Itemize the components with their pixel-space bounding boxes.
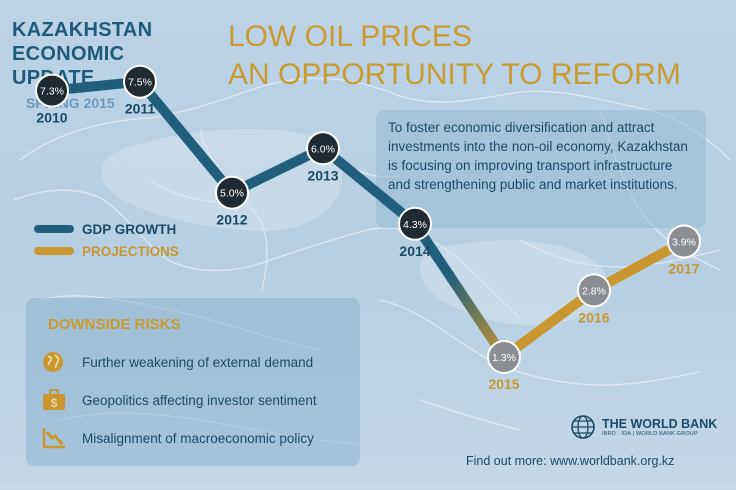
projection-data-point <box>577 273 611 308</box>
transition-line-segment <box>410 218 509 362</box>
x-tick-label: 2011 <box>125 101 156 117</box>
risk-item: $ Geopolitics affecting investor sentime… <box>40 388 317 412</box>
x-tick-label: 2014 <box>399 243 430 259</box>
info-box: To foster economic diversification and a… <box>376 110 706 228</box>
x-tick-label: 2017 <box>668 261 699 277</box>
legend-label-gdp-growth: GDP GROWTH <box>82 221 177 237</box>
projection-data-point <box>487 339 521 374</box>
downside-risks-title: DOWNSIDE RISKS <box>48 316 181 333</box>
risk-label: Misalignment of macroeconomic policy <box>82 430 314 446</box>
risk-label: Geopolitics affecting investor sentiment <box>82 392 317 408</box>
data-label: 1.3% <box>492 352 516 364</box>
chart-legend: GDP GROWTH PROJECTIONS <box>34 218 179 262</box>
headline-line2: AN OPPORTUNITY TO REFORM <box>228 58 681 91</box>
gdp-data-point <box>123 64 157 99</box>
legend-item-gdp-growth: GDP GROWTH <box>34 218 179 240</box>
find-out-more-link[interactable]: Find out more: www.worldbank.org.kz <box>466 454 675 468</box>
legend-item-projections: PROJECTIONS <box>34 240 179 262</box>
info-text: To foster economic diversification and a… <box>388 120 688 192</box>
data-label: 6.0% <box>311 143 335 155</box>
downside-risks-panel: DOWNSIDE RISKS Further weakening of exte… <box>26 298 360 466</box>
report-title-line2: ECONOMIC <box>12 43 125 65</box>
gdp-data-point <box>398 206 432 241</box>
x-tick-label: 2013 <box>307 167 338 183</box>
gdp-data-point <box>35 73 69 108</box>
headline-line1: LOW OIL PRICES <box>228 20 472 53</box>
gdp-growth-line-segment <box>318 143 420 229</box>
risk-item: Further weakening of external demand <box>40 350 313 374</box>
gdp-data-point <box>215 175 249 210</box>
report-title-line1: KAZAKHSTAN <box>12 19 153 41</box>
world-bank-globe-icon <box>571 415 595 439</box>
projection-line-segment <box>499 285 599 362</box>
headline: LOW OIL PRICES AN OPPORTUNITY TO REFORM <box>228 18 681 94</box>
legend-swatch-projections <box>34 247 74 255</box>
gdp-data-point <box>306 131 340 166</box>
data-label: 2.8% <box>582 285 606 297</box>
projection-line-segment <box>589 236 689 296</box>
data-label: 7.5% <box>128 77 152 89</box>
globe-icon <box>43 352 63 372</box>
world-bank-logo[interactable]: THE WORLD BANK IBRD · IDA | WORLD BANK G… <box>570 414 717 440</box>
projection-data-point <box>667 224 701 259</box>
legend-swatch-gdp-growth <box>34 225 74 233</box>
data-label: 7.3% <box>40 86 64 98</box>
svg-text:$: $ <box>51 396 58 410</box>
x-tick-label: 2016 <box>578 309 609 325</box>
world-bank-name: THE WORLD BANK <box>602 417 718 431</box>
data-label: 4.3% <box>403 219 427 231</box>
risk-item: Misalignment of macroeconomic policy <box>40 426 314 450</box>
legend-label-projections: PROJECTIONS <box>82 243 179 259</box>
gdp-growth-line-segment <box>135 76 237 198</box>
x-tick-label: 2015 <box>488 376 519 392</box>
briefcase-dollar-icon: $ <box>43 389 65 410</box>
world-bank-subtitle: IBRD · IDA | WORLD BANK GROUP <box>602 431 698 437</box>
risk-label: Further weakening of external demand <box>82 354 314 370</box>
declining-chart-icon <box>42 428 65 449</box>
x-tick-label: 2012 <box>216 212 247 228</box>
data-label: 5.0% <box>220 188 244 200</box>
x-tick-label: 2010 <box>36 110 67 126</box>
data-label: 3.9% <box>672 237 696 249</box>
